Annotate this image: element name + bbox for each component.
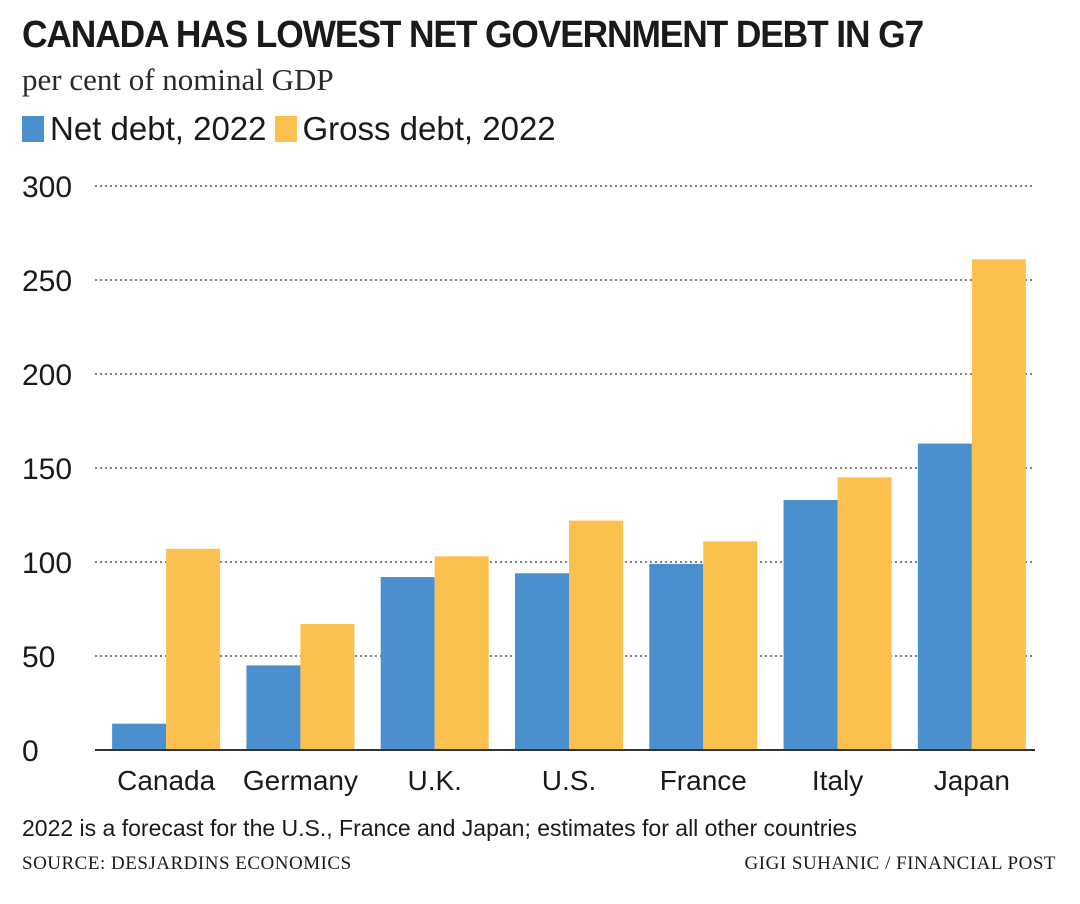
legend-item-gross: Gross debt, 2022 [274,110,556,148]
bar-france-net [649,563,704,750]
bar-italy-net [783,499,838,750]
y-tick-label-100: 100 [22,547,72,580]
bar-france-gross [703,541,758,750]
bar-germany-net [246,665,301,750]
y-tick-label-50: 50 [22,641,55,674]
bar-uk-net [380,577,435,750]
legend-label-net: Net debt, 2022 [50,110,267,147]
bar-japan-gross [971,259,1026,750]
bar-japan-net [917,443,972,750]
legend-swatch-net [22,116,44,142]
y-tick-label-0: 0 [22,735,39,768]
source-credit: SOURCE: DESJARDINS ECONOMICS [22,853,352,874]
y-tick-label-250: 250 [22,265,72,298]
x-tick-label-us: U.S. [542,765,596,796]
x-tick-label-italy: Italy [812,765,863,796]
legend-item-net: Net debt, 2022 [22,110,267,148]
x-tick-label-france: France [660,765,747,796]
y-tick-label-300: 300 [22,171,72,204]
y-tick-label-150: 150 [22,453,72,486]
legend: Net debt, 2022 Gross debt, 2022 [22,110,564,148]
x-tick-label-canada: Canada [117,765,216,796]
bar-uk-gross [434,556,489,750]
author-credit: GIGI SUHANIC / FINANCIAL POST [744,853,1056,874]
footnote: 2022 is a forecast for the U.S., France … [22,815,857,841]
bar-us-gross [569,520,623,750]
bars [112,259,1026,750]
x-tick-label-japan: Japan [934,765,1010,796]
legend-label-gross: Gross debt, 2022 [302,110,556,147]
x-tick-label-uk: U.K. [407,765,461,796]
bar-canada-gross [166,548,221,750]
bar-us-net [515,573,569,750]
chart-title: CANADA HAS LOWEST NET GOVERNMENT DEBT IN… [22,14,924,56]
bar-italy-gross [837,477,892,750]
x-tick-label-germany: Germany [243,765,358,796]
bar-germany-gross [300,624,355,750]
legend-swatch-gross [274,116,297,142]
chart-subtitle: per cent of nominal GDP [22,62,334,97]
axes: 0 50 100 150 200 250 300 Canada Germany U.K. U.S. F… [22,171,1035,796]
y-tick-label-200: 200 [22,359,72,392]
bar-canada-net [112,723,167,750]
